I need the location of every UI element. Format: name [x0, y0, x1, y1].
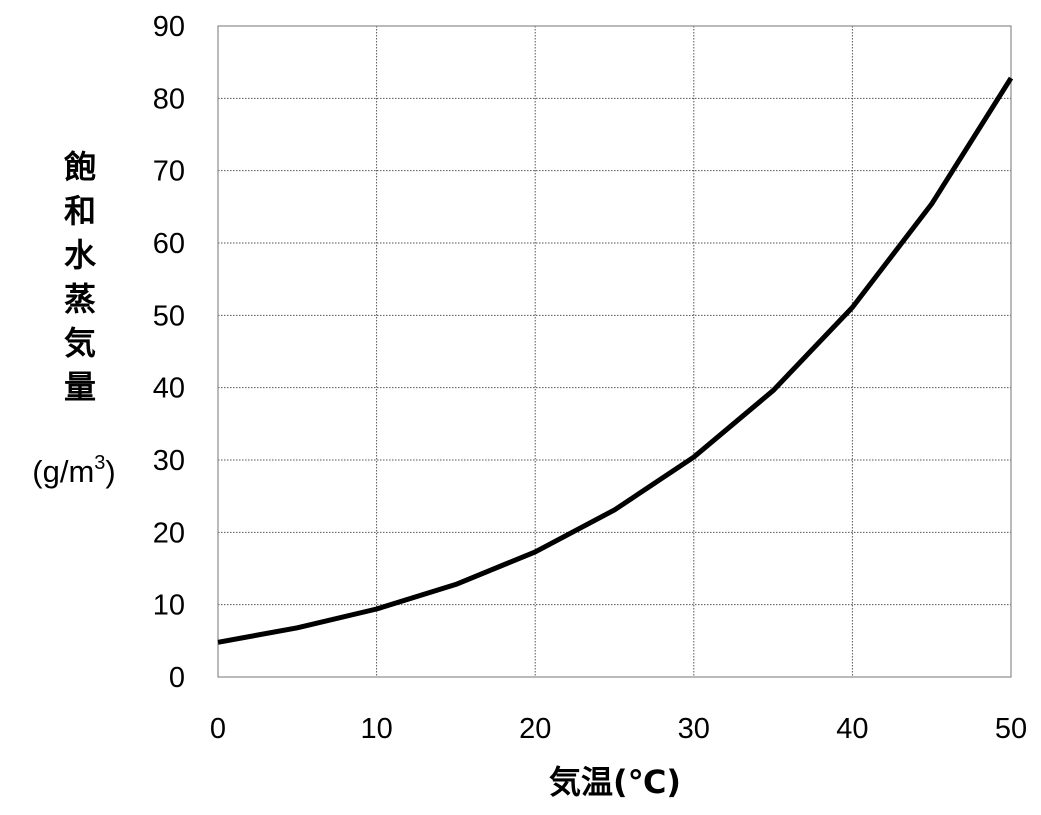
x-tick-label: 0: [210, 713, 226, 745]
y-tick-label: 0: [169, 662, 185, 694]
y-axis-title-char: 気: [64, 324, 96, 362]
y-tick-label: 90: [153, 11, 185, 43]
x-tick-label: 20: [519, 713, 551, 745]
y-axis-unit-close: ): [105, 454, 115, 489]
y-axis-title-char: 和: [64, 192, 96, 230]
y-axis-title-char: 水: [64, 236, 97, 274]
series-line: [217, 76, 1014, 645]
y-axis-title-char: 量: [64, 368, 96, 406]
y-tick-label: 10: [153, 590, 185, 622]
x-tick-label: 40: [836, 713, 868, 745]
y-tick-label: 30: [153, 445, 185, 477]
y-tick-label: 50: [153, 300, 185, 332]
grid-lines: [218, 26, 1011, 677]
x-tick-label: 10: [360, 713, 392, 745]
y-tick-labels: 0 10 20 30 40 50 60 70 80 90: [153, 11, 185, 694]
x-tick-label: 30: [678, 713, 710, 745]
y-tick-label: 80: [153, 83, 185, 115]
y-axis-unit-base: (g/m: [32, 454, 94, 489]
y-tick-label: 60: [153, 228, 185, 260]
x-tick-labels: 0 10 20 30 40 50: [210, 713, 1027, 745]
y-axis-title: 飽 和 水 蒸 気 量 (g/m3): [32, 148, 115, 489]
y-tick-label: 20: [153, 517, 185, 549]
y-axis-unit-sup: 3: [94, 452, 105, 474]
y-tick-label: 70: [153, 156, 185, 188]
y-axis-title-char: 蒸: [64, 280, 96, 318]
x-axis-title: 気温(℃): [549, 763, 681, 801]
y-axis-unit: (g/m3): [32, 452, 115, 489]
y-tick-label: 40: [153, 373, 185, 405]
plot-frame: [217, 25, 1012, 678]
series-group: [217, 76, 1014, 645]
x-tick-label: 50: [995, 713, 1027, 745]
y-axis-title-char: 飽: [64, 148, 96, 186]
